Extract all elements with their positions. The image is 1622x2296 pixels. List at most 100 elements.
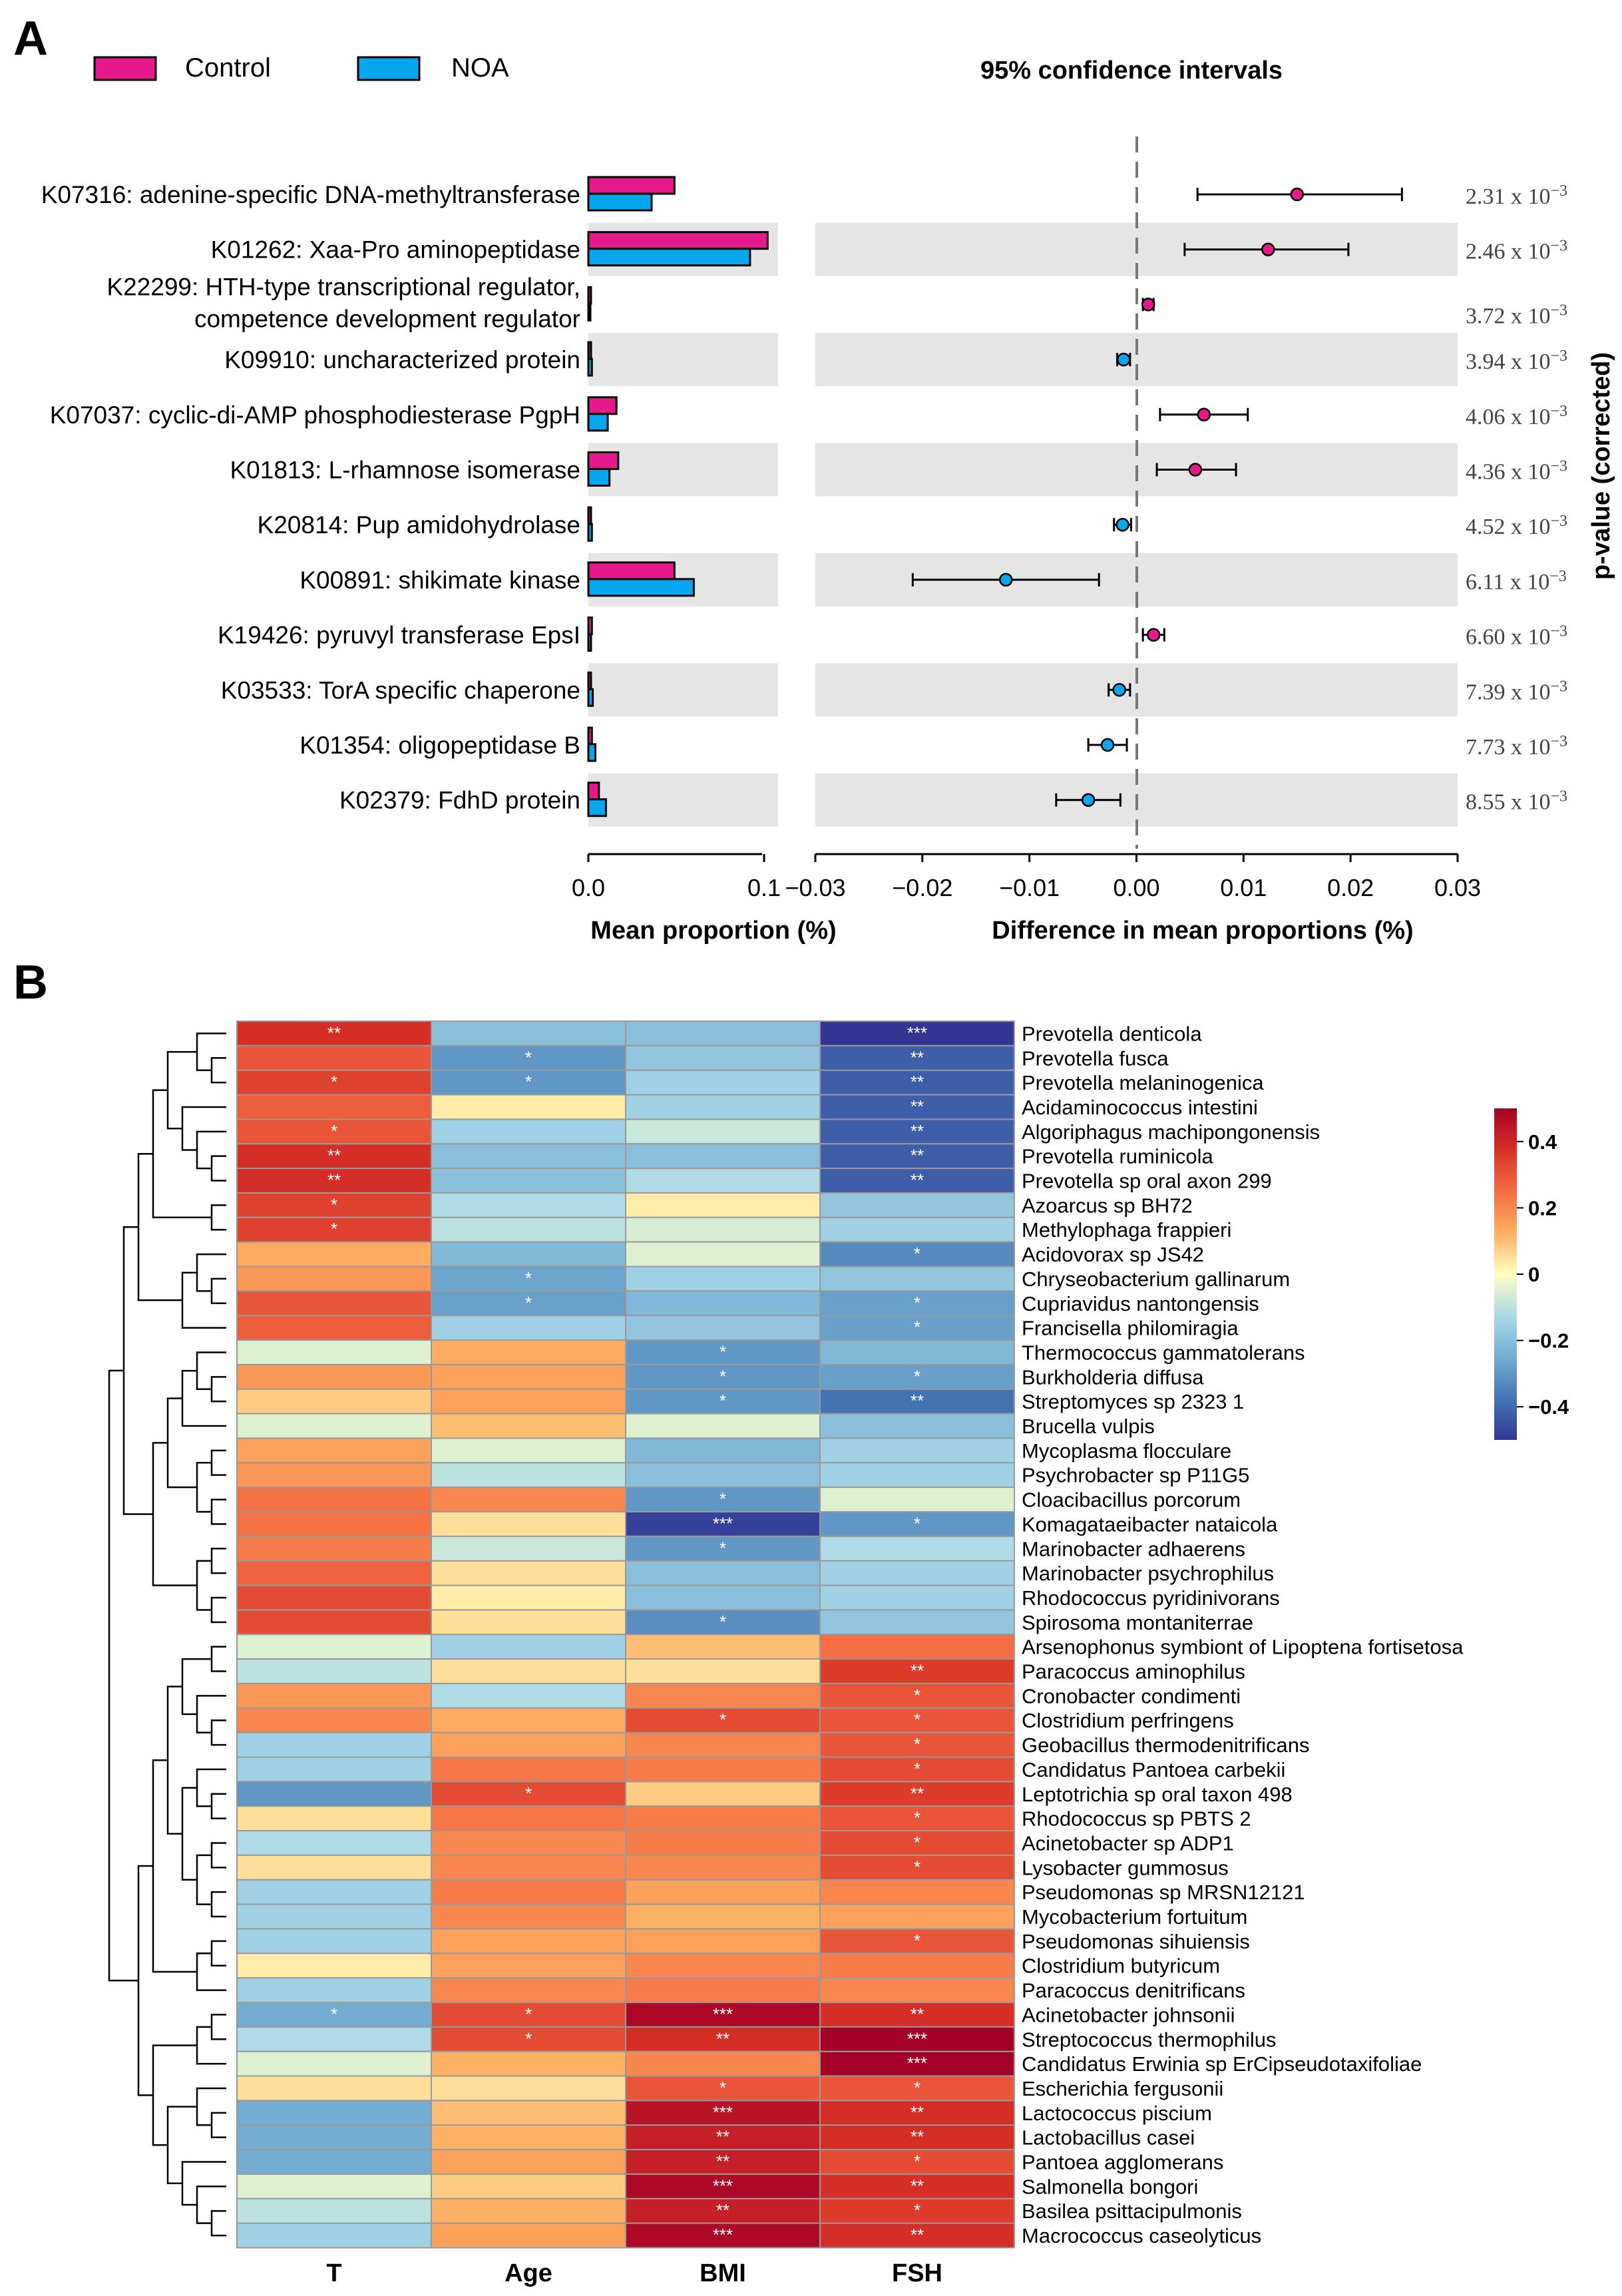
row-label: Chryseobacterium gallinarum [1022,1267,1290,1291]
heatmap-cell [236,1854,432,1881]
heatmap-cell [625,1118,821,1145]
feature-label: K01354: oligopeptidase B [300,732,580,759]
row-label: Acinetobacter johnsonii [1022,2003,1235,2026]
bar-row-stripe [588,663,778,717]
heatmap-cell [431,1805,626,1832]
significance-stars: * [914,1244,920,1263]
dendrogram-branch [210,1548,226,1574]
pvalue-axis-title: p-value (corrected) [1587,352,1615,580]
heatmap-cell [236,1658,432,1684]
dendrogram-branch [210,1842,226,1869]
heatmap-cell [236,1560,432,1586]
significance-stars: ** [911,1047,924,1067]
significance-stars: ** [716,2200,729,2220]
diff-point [999,573,1013,587]
p-value: 6.11 x 10−3 [1466,568,1567,594]
heatmap-cell [236,1339,432,1365]
dendrogram-branch [181,1369,226,1427]
significance-stars: * [914,1293,920,1313]
heatmap-cell [431,1388,626,1415]
heatmap-cell [819,1682,1015,1709]
row-label: Acidovorax sp JS42 [1022,1243,1204,1266]
dendrogram-branch [137,1152,182,1301]
heatmap-cell [819,1216,1015,1243]
p-value: 4.06 x 10−3 [1466,403,1567,429]
dendrogram-branch [210,1498,226,1525]
heatmap-cell [236,1462,432,1489]
diff-point [1146,628,1161,642]
heatmap-cell [625,1192,821,1218]
heatmap-cell [625,1143,821,1170]
significance-stars: * [914,2200,920,2220]
significance-stars: * [914,2152,920,2172]
row-label: Paracoccus aminophilus [1022,1660,1245,1684]
feature-label: K22299: HTH-type transcriptional regulat… [106,273,580,300]
heatmap-cell [236,2222,432,2249]
heatmap-cell [819,1658,1015,1684]
legend-control-label: Control [185,53,271,83]
significance-stars: ** [911,1146,924,1166]
dendrogram-branch [210,2014,226,2040]
heatmap-cell [625,1535,821,1562]
dendrogram-branch [210,1793,226,1819]
heatmap-cell [625,1805,821,1832]
p-value: 2.46 x 10−3 [1466,238,1567,264]
row-label: Lactobacillus casei [1022,2126,1195,2150]
row-label: Rhodococcus pyridinivorans [1022,1586,1280,1610]
heatmap-cell [819,1168,1015,1194]
row-label: Pseudomonas sihuiensis [1022,1930,1250,1953]
diff-x-tick-label: 0.02 [1327,874,1374,901]
dendrogram-branch [181,1787,197,1881]
legend-control-swatch [93,56,157,81]
heatmap-cell [236,1682,432,1709]
heatmap-cell [431,1511,626,1537]
heatmap-cell [236,1290,432,1317]
significance-stars: * [914,1931,920,1951]
dendrogram-branch [196,1854,212,1905]
heatmap-cell [625,1437,821,1464]
p-value: 7.73 x 10−3 [1466,733,1567,760]
significance-stars: * [719,1366,726,1386]
heatmap-cell [819,1781,1015,1807]
heatmap-cell [236,2075,432,2102]
p-value: 3.72 x 10−3 [1466,302,1567,328]
diff-x-tick-label: −0.02 [892,874,952,901]
heatmap-cell [431,1363,626,1390]
heatmap-cell [431,1535,626,1562]
significance-stars: ** [911,1096,924,1116]
heatmap-cell [819,1413,1015,1439]
heatmap-cell [236,1413,432,1439]
heatmap-cell [431,1487,626,1512]
row-label: Cupriavidus nantongensis [1022,1292,1259,1315]
significance-stars: * [914,1808,920,1828]
heatmap-cell [236,2026,432,2052]
heatmap-cell [236,1731,432,1758]
heatmap-cell [625,1682,821,1709]
feature-label: K19426: pyruvyl transferase EpsI [218,622,580,649]
diff-point [1115,517,1129,532]
heatmap-cell [625,2124,821,2151]
colorbar [1494,1108,1517,1440]
heatmap-cell [431,2149,626,2175]
heatmap-cell [431,1879,626,1905]
heatmap-cell [236,2149,432,2175]
heatmap-cell [819,1535,1015,1562]
significance-stars: ** [327,1170,341,1190]
feature-label: K07316: adenine-specific DNA-methyltrans… [41,181,580,208]
heatmap-cell [431,1315,626,1341]
significance-stars: * [719,1710,726,1729]
colorbar-tick-label: 0.2 [1528,1196,1557,1220]
feature-label: K01262: Xaa-Pro aminopeptidase [211,236,580,264]
heatmap-cell [625,1830,821,1856]
heatmap-cell [431,2050,626,2077]
heatmap-cell [431,2002,626,2028]
diff-x-axis-title: Difference in mean proportions (%) [992,917,1413,945]
heatmap-cell [625,1069,821,1096]
significance-stars: * [914,1366,920,1386]
significance-stars: ** [911,1170,924,1190]
p-value: 6.60 x 10−3 [1466,623,1567,650]
colorbar-tick-label: 0 [1528,1263,1539,1286]
significance-stars: *** [713,2225,733,2245]
bar-row-stripe [588,773,778,827]
bar-noa [587,192,653,212]
